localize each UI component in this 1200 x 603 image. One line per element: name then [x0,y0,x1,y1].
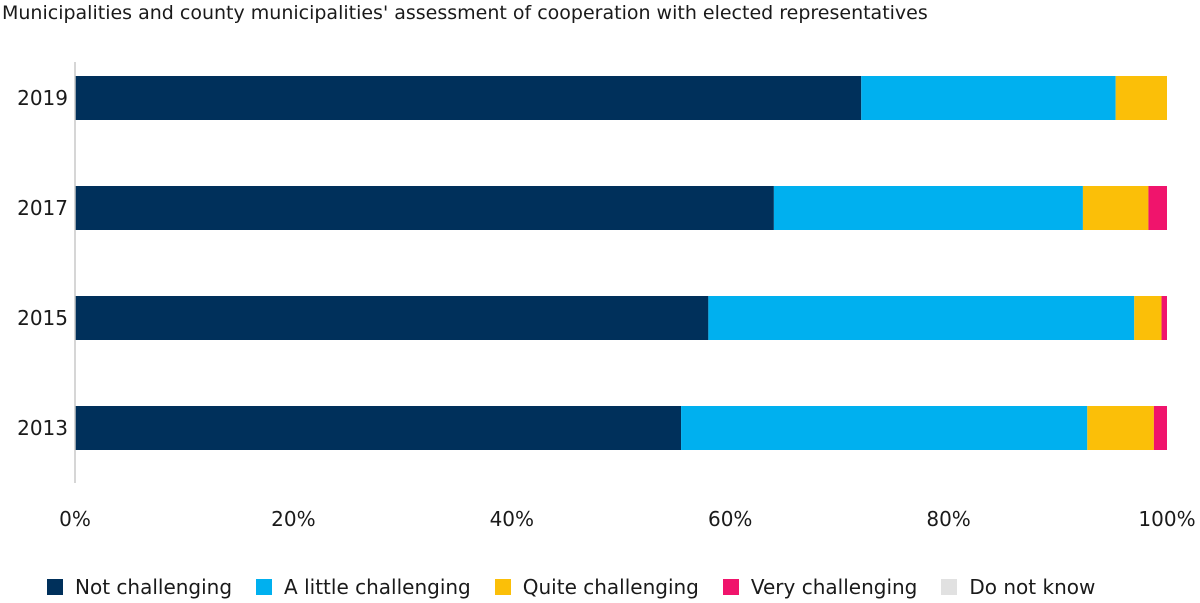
legend-item-4: Do not know [941,575,1095,599]
bar-2013-series-0 [75,406,682,450]
bars-group [75,76,1167,450]
bar-2015-series-3 [1161,296,1167,340]
legend-item-0: Not challenging [47,575,232,599]
bar-2013-series-3 [1153,406,1167,450]
legend-swatch-4 [941,579,958,595]
legend-label-2: Quite challenging [522,575,699,599]
legend-swatch-2 [494,579,511,595]
x-tick-labels: 0% 20% 40% 60% 80% 100% [59,507,1195,531]
legend-label-4: Do not know [969,575,1096,599]
legend-swatch-3 [722,579,739,595]
category-labels: 2019 2017 2015 2013 [17,86,68,440]
x-tick-label-5: 100% [1138,507,1195,531]
category-label-2017: 2017 [17,196,68,220]
bar-2019-series-1 [861,76,1116,120]
bar-2019-series-0 [75,76,862,120]
legend-label-3: Very challenging [750,575,918,599]
x-tick-label-0: 0% [59,507,91,531]
legend-item-2: Quite challenging [494,575,699,599]
bar-2017-series-2 [1082,186,1149,230]
stacked-bar-chart: 2019 2017 2015 2013 0% 20% 40% 60% 80% 100% [17,62,1196,531]
category-label-2013: 2013 [17,416,68,440]
bar-2017-series-3 [1148,186,1167,230]
x-tick-label-1: 20% [271,507,315,531]
bar-2015-series-1 [708,296,1135,340]
category-label-2019: 2019 [17,86,68,110]
legend-label-1: A little challenging [284,575,471,599]
bar-2013-series-2 [1087,406,1154,450]
x-tick-label-2: 40% [490,507,534,531]
bar-2019-series-2 [1115,76,1167,120]
bar-2017-series-1 [773,186,1083,230]
chart-title: Municipalities and county municipalities… [2,2,928,24]
x-tick-label-3: 60% [708,507,752,531]
x-tick-label-4: 80% [926,507,970,531]
legend-label-0: Not challenging [75,575,233,599]
legend-swatch-1 [256,579,273,595]
legend-swatch-0 [47,579,63,595]
legend-item-3: Very challenging [722,575,918,599]
bar-2015-series-2 [1134,296,1162,340]
legend-item-1: A little challenging [256,575,471,599]
bar-2013-series-1 [681,406,1088,450]
bar-2017-series-0 [75,186,774,230]
legend: Not challenging A little challenging Quite… [47,572,1119,602]
bar-2015-series-0 [75,296,709,340]
category-label-2015: 2015 [17,306,68,330]
